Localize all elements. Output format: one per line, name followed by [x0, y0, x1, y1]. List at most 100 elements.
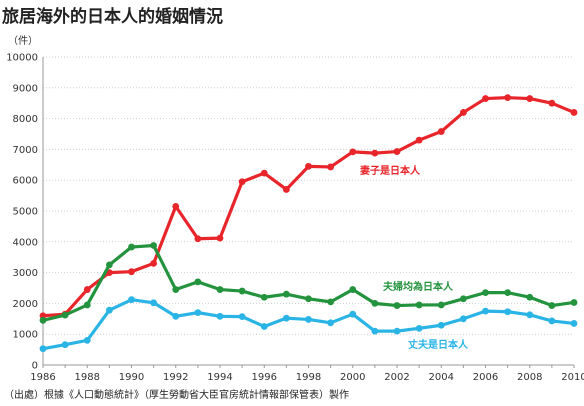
data-point — [172, 286, 180, 293]
data-point — [393, 148, 401, 155]
y-tick-label: 2000 — [13, 299, 38, 310]
data-point — [105, 261, 113, 269]
series-line-1 — [41, 243, 576, 322]
data-point — [282, 314, 290, 322]
data-point — [61, 311, 69, 319]
data-point — [327, 163, 335, 171]
data-point — [260, 323, 268, 330]
data-point — [282, 186, 290, 193]
data-point — [437, 321, 445, 329]
data-point — [349, 286, 357, 293]
x-tick-label: 1988 — [75, 372, 100, 383]
x-tick-label: 1998 — [296, 372, 321, 383]
data-point — [327, 298, 335, 306]
data-point — [305, 162, 312, 170]
x-tick-label: 1990 — [119, 372, 144, 383]
data-point — [504, 308, 512, 316]
chart-title: 旅居海外的日本人的婚姻情況 — [2, 7, 223, 27]
y-tick-label: 3000 — [13, 268, 38, 279]
series-lines — [39, 94, 578, 353]
data-point — [150, 299, 158, 307]
data-point — [83, 301, 91, 309]
data-point — [393, 302, 401, 309]
data-point — [260, 293, 268, 301]
data-point — [570, 299, 578, 306]
x-tick-label: 1992 — [163, 372, 188, 383]
data-point — [39, 345, 47, 353]
data-point — [570, 109, 578, 116]
data-point — [172, 312, 180, 320]
data-point — [83, 286, 91, 293]
data-point — [371, 149, 379, 157]
data-point — [238, 313, 246, 321]
y-tick-label: 4000 — [13, 237, 38, 248]
y-tick-label: 10000 — [6, 53, 38, 64]
data-point — [437, 301, 445, 309]
y-tick-label: 7000 — [13, 145, 38, 156]
x-tick-label: 2004 — [429, 372, 454, 383]
data-point — [128, 243, 135, 251]
series-line-2 — [41, 298, 576, 351]
data-point — [238, 178, 246, 186]
data-point — [216, 312, 224, 320]
data-point — [548, 302, 556, 309]
data-point — [216, 286, 224, 293]
x-tick-label: 1994 — [207, 372, 232, 383]
x-tick-label: 1996 — [252, 372, 277, 383]
data-point — [305, 295, 312, 303]
data-point — [194, 278, 202, 286]
x-tick-label: 2002 — [384, 372, 409, 383]
data-point — [282, 290, 290, 298]
y-axis-ticks: 0 1000 2000 3000 4000 5000 6000 7000 8000 9000 100… — [6, 53, 38, 372]
source-note: （出處）根據《人口動態統計》（厚生勞動省大臣官房統計情報部保管表）製作 — [4, 390, 349, 401]
data-point — [216, 234, 224, 242]
x-tick-label: 2008 — [517, 372, 542, 383]
data-point — [327, 319, 335, 327]
data-point — [150, 259, 158, 267]
series-label: 夫婦均為日本人 — [382, 280, 454, 293]
x-axis-ticks: 1986 1988 1990 1992 1994 1996 1998 2000 2002 2004… — [30, 365, 584, 383]
y-tick-label: 8000 — [13, 114, 38, 125]
y-tick-label: 6000 — [13, 176, 38, 187]
data-point — [548, 99, 556, 107]
y-tick-label: 5000 — [13, 207, 38, 218]
data-point — [548, 317, 556, 325]
data-point — [459, 295, 467, 303]
data-point — [526, 95, 534, 102]
data-point — [393, 327, 401, 335]
x-tick-label: 2000 — [340, 372, 365, 383]
data-point — [437, 128, 445, 135]
data-point — [415, 324, 423, 332]
series-line-0 — [41, 96, 576, 318]
data-point — [459, 315, 467, 323]
y-tick-label: 1000 — [13, 330, 38, 341]
data-point — [61, 341, 69, 349]
data-point — [128, 268, 135, 276]
x-tick-label: 2010 — [561, 372, 584, 383]
data-point — [415, 301, 423, 309]
data-point — [415, 136, 423, 144]
data-point — [128, 296, 135, 304]
data-point — [238, 287, 246, 295]
data-point — [459, 109, 467, 116]
data-point — [39, 316, 47, 324]
data-point — [305, 316, 312, 323]
data-point — [105, 306, 113, 314]
data-point — [150, 242, 158, 249]
data-point — [194, 235, 202, 243]
data-point — [371, 327, 379, 335]
data-point — [371, 300, 379, 307]
data-point — [526, 311, 534, 319]
y-tick-label: 0 — [32, 361, 38, 372]
series-label: 丈夫是日本人 — [408, 338, 469, 351]
data-point — [260, 169, 268, 177]
data-point — [83, 336, 91, 344]
data-point — [172, 202, 180, 210]
x-tick-label: 1986 — [30, 372, 55, 383]
data-point — [482, 289, 489, 297]
series-label: 妻子是日本人 — [360, 164, 421, 177]
data-point — [504, 94, 512, 102]
data-point — [194, 309, 202, 317]
